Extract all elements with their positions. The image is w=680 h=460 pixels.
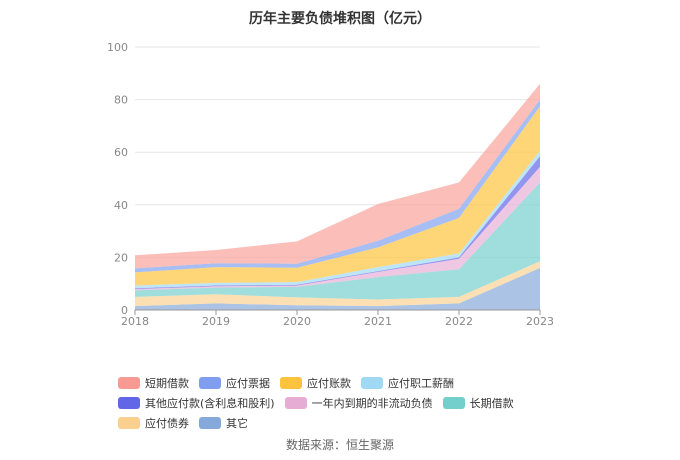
x-tick-label: 2022: [445, 315, 473, 328]
area-series: [135, 83, 540, 310]
area-series-应付债券: [135, 261, 540, 307]
legend-label: 长期借款: [469, 397, 514, 410]
legend-label: 应付债券: [145, 417, 189, 430]
legend: 短期借款 应付票据 应付账款 应付职工薪酬其他应付款(含利息和股利) 一年内到期的非流动…: [118, 376, 588, 430]
stacked-area-chart: 0 20 40 60 80 100 2018 2019 2020 2021 2022 2023: [107, 41, 554, 328]
x-tick-label: 2023: [526, 315, 554, 328]
area-series-其它: [135, 267, 540, 310]
legend-swatch: [199, 417, 221, 429]
legend-swatch: [118, 397, 140, 409]
y-tick-label: 100: [107, 41, 128, 54]
x-tick-label: 2019: [202, 315, 230, 328]
legend-item[interactable]: 应付职工薪酬: [361, 376, 454, 390]
legend-swatch: [442, 397, 465, 409]
y-axis-ticks: 0 20 40 60 80 100: [107, 41, 128, 317]
y-tick-label: 40: [114, 199, 128, 212]
legend-item[interactable]: 应付账款: [280, 376, 351, 390]
y-tick-label: 80: [114, 94, 128, 107]
legend-item[interactable]: 一年内到期的非流动负债: [284, 396, 433, 410]
y-tick-label: 60: [114, 146, 128, 159]
legend-swatch: [361, 377, 383, 389]
legend-label: 应付职工薪酬: [388, 377, 454, 390]
legend-label: 一年内到期的非流动负债: [311, 397, 433, 410]
x-tick-label: 2020: [283, 315, 311, 328]
y-tick-label: 0: [121, 304, 128, 317]
legend-item[interactable]: 长期借款: [442, 396, 514, 410]
legend-swatch: [284, 397, 307, 409]
legend-swatch: [280, 377, 302, 389]
chart-title: 历年主要负债堆积图（亿元）: [249, 11, 431, 27]
area-series-短期借款: [135, 83, 540, 269]
x-tick-label: 2021: [364, 315, 392, 328]
legend-label: 短期借款: [145, 377, 189, 390]
legend-item[interactable]: 短期借款: [118, 376, 189, 390]
x-tick-label: 2018: [121, 315, 149, 328]
y-tick-label: 20: [114, 251, 128, 264]
legend-swatch: [118, 417, 140, 429]
legend-item[interactable]: 应付票据: [199, 376, 270, 390]
legend-swatch: [199, 377, 221, 389]
data-source: 数据来源：恒生聚源: [285, 438, 394, 452]
legend-item[interactable]: 应付债券: [118, 416, 189, 430]
area-series-应付账款: [135, 106, 540, 286]
x-axis: 2018 2019 2020 2021 2022 2023: [121, 309, 554, 328]
legend-label: 应付账款: [307, 377, 351, 390]
legend-swatch: [118, 377, 140, 389]
legend-label: 其他应付款(含利息和股利): [145, 397, 275, 410]
legend-item[interactable]: 其他应付款(含利息和股利): [118, 396, 275, 410]
legend-label: 应付票据: [226, 377, 270, 390]
legend-label: 其它: [226, 417, 248, 430]
legend-item[interactable]: 其它: [199, 416, 248, 430]
